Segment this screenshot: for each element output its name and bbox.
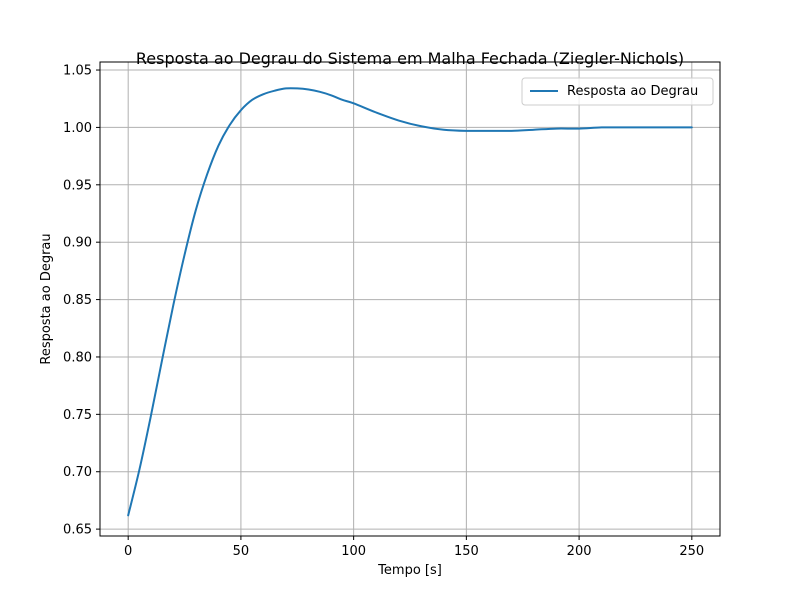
y-tick-label: 1.05	[63, 64, 92, 79]
y-tick-label: 0.95	[63, 178, 92, 193]
y-tick-label: 1.00	[63, 121, 92, 136]
x-tick-label: 150	[454, 544, 479, 559]
y-axis-ticks: 0.65 0.70 0.75 0.80 0.85 0.90 0.95 1.00 1.05	[63, 64, 100, 538]
legend-entry-label: Resposta ao Degrau	[567, 84, 698, 99]
x-axis-ticks: 0 50 100 150 200 250	[124, 536, 704, 559]
y-tick-label: 0.70	[63, 465, 92, 480]
y-tick-label: 0.90	[63, 236, 92, 251]
x-tick-label: 50	[233, 544, 250, 559]
y-axis-label: Resposta ao Degrau	[39, 233, 54, 364]
grid	[100, 62, 720, 536]
y-tick-label: 0.80	[63, 350, 92, 365]
x-axis-label: Tempo [s]	[377, 563, 442, 578]
legend-box	[521, 77, 714, 106]
y-tick-label: 0.85	[63, 293, 92, 308]
y-tick-label: 0.65	[63, 523, 92, 538]
x-tick-label: 200	[567, 544, 592, 559]
x-tick-label: 250	[679, 544, 704, 559]
series-line	[127, 87, 693, 517]
legend: Resposta ao Degrau	[521, 77, 714, 106]
x-tick-label: 100	[341, 544, 366, 559]
series-layer	[127, 87, 693, 517]
y-tick-label: 0.75	[63, 408, 92, 423]
chart-title: Resposta ao Degrau do Sistema em Malha F…	[136, 49, 684, 68]
x-tick-label: 0	[124, 544, 132, 559]
plot-area	[99, 61, 721, 537]
